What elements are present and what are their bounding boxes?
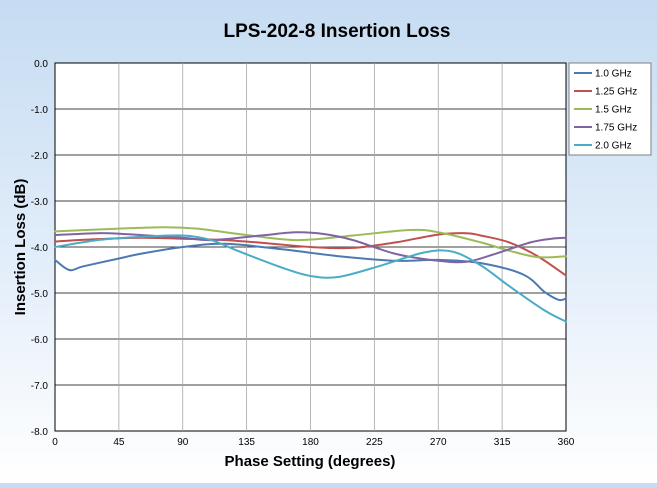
chart-title: LPS-202-8 Insertion Loss [223,21,450,42]
series-lines [54,226,567,323]
tick-labels: 0.0 -1.0 -2.0 -3.0 -4.0 -5.0 -6.0 -7.0 -8.00 45 90… [31,59,575,448]
y-tick-label: -2.0 [31,151,49,162]
y-axis-title: Insertion Loss (dB) [12,179,29,316]
x-tick-label: 315 [494,437,511,448]
x-tick-label: 45 [113,437,125,448]
legend: 1.0 GHz 1.25 GHz 1.5 GHz 1.75 GHz 2.0 GHz [568,62,652,156]
legend-label: 1.75 GHz [595,123,637,134]
x-tick-label: 0 [52,437,58,448]
series-line-1 [54,232,567,277]
y-tick-label: -6.0 [31,335,49,346]
x-tick-label: 360 [558,437,575,448]
x-axis-title: Phase Setting (degrees) [225,453,396,470]
series-line-4 [54,234,567,323]
y-tick-label: -8.0 [31,427,49,438]
gridlines [55,63,566,431]
x-tick-label: 270 [430,437,447,448]
series-line-0 [54,242,567,302]
y-tick-label: -4.0 [31,243,49,254]
legend-label: 1.25 GHz [595,87,637,98]
legend-label: 1.5 GHz [595,105,632,116]
y-tick-label: 0.0 [34,59,48,70]
y-tick-label: -5.0 [31,289,49,300]
y-tick-label: -1.0 [31,105,49,116]
legend-entries: 1.0 GHz 1.25 GHz 1.5 GHz 1.75 GHz 2.0 GHz [574,69,637,152]
x-tick-label: 135 [238,437,255,448]
y-tick-label: -3.0 [31,197,49,208]
y-tick-label: -7.0 [31,381,49,392]
legend-label: 1.0 GHz [595,69,632,80]
x-tick-label: 90 [177,437,189,448]
series-line-2 [54,226,567,259]
x-tick-label: 180 [302,437,319,448]
x-tick-label: 225 [366,437,383,448]
legend-label: 2.0 GHz [595,141,632,152]
